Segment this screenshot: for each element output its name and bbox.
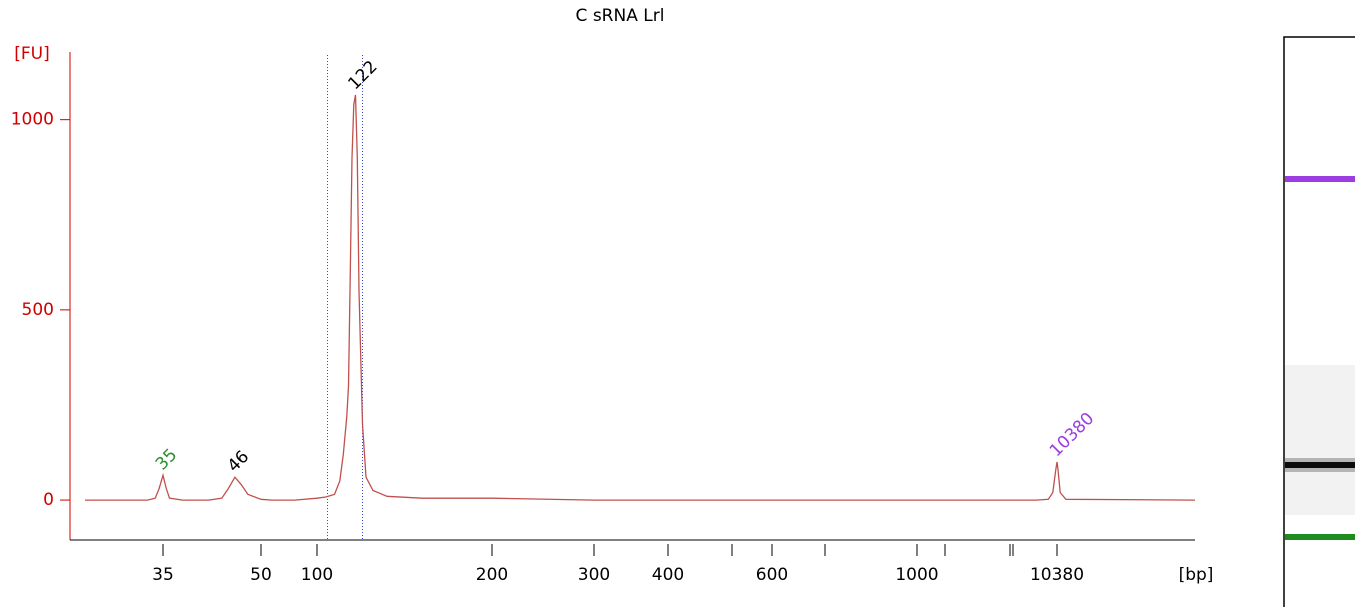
peak-label: 10380 xyxy=(1046,409,1098,461)
x-tick-label: 10380 xyxy=(1030,565,1084,585)
trace xyxy=(85,94,1196,501)
gel-lane xyxy=(1283,36,1355,611)
x-axis-label: [bp] xyxy=(1179,565,1214,585)
x-tick-label: 50 xyxy=(250,565,272,585)
x-tick-label: 200 xyxy=(476,565,508,585)
peak-label: 46 xyxy=(224,447,253,476)
minor-ticks xyxy=(731,544,1014,556)
y-tick-label: 0 xyxy=(43,490,54,510)
peak-label: 122 xyxy=(344,57,381,94)
x-tick-label: 100 xyxy=(301,565,333,585)
peak-label: 35 xyxy=(152,445,181,474)
y-tick-label: 1000 xyxy=(11,110,54,130)
x-tick-label: 400 xyxy=(652,565,684,585)
x-tick-label: 1000 xyxy=(895,565,938,585)
y-axis-label: [FU] xyxy=(14,44,50,64)
x-tick-label: 35 xyxy=(152,565,174,585)
y-tick-label: 500 xyxy=(22,300,54,320)
chart-title: C sRNA Lrl xyxy=(576,6,665,26)
x-tick-label: 600 xyxy=(756,565,788,585)
x-tick-label: 300 xyxy=(578,565,610,585)
